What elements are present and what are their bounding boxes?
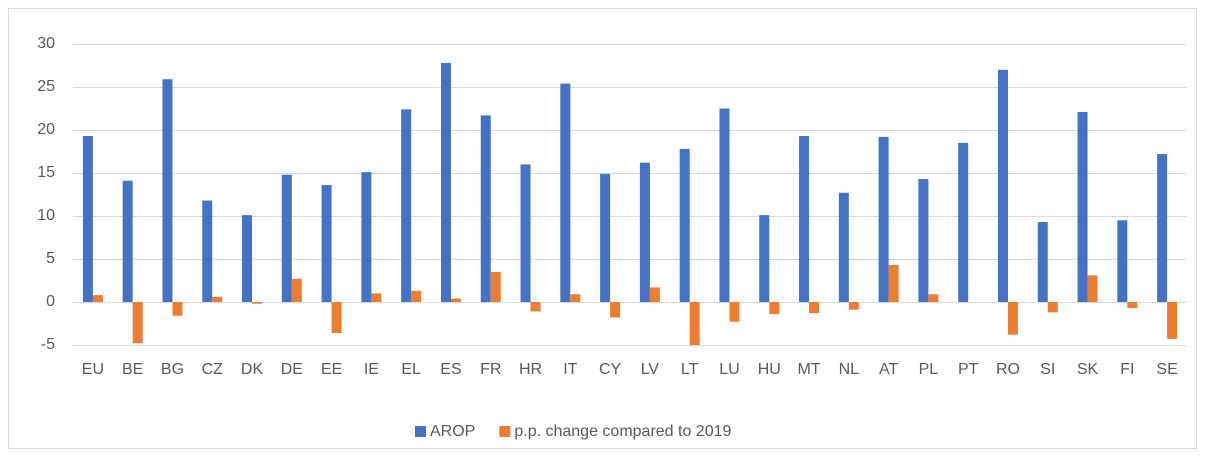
bar [838, 192, 849, 302]
x-tick-label: LU [719, 361, 739, 378]
legend-label: AROP [430, 423, 475, 440]
x-tick-label: DK [241, 361, 264, 378]
bar [401, 109, 412, 302]
bar [440, 62, 451, 302]
bar [520, 164, 531, 302]
bar [729, 302, 740, 322]
bar [1157, 154, 1168, 302]
x-tick-label: NL [839, 361, 860, 378]
bar [689, 302, 700, 345]
x-tick-label: SI [1040, 361, 1055, 378]
bar [480, 115, 491, 302]
x-tick-label: CZ [202, 361, 224, 378]
x-tick-label: RO [996, 361, 1020, 378]
bar [162, 79, 173, 302]
bar [639, 162, 650, 302]
x-tick-label: LV [641, 361, 660, 378]
bar [212, 296, 223, 302]
x-tick-label: FR [480, 361, 501, 378]
x-tick-label: SE [1156, 361, 1177, 378]
bar [331, 302, 342, 333]
bar [958, 142, 969, 302]
bar [291, 278, 302, 302]
bar [92, 295, 103, 302]
bar [411, 290, 422, 302]
bar [371, 293, 382, 302]
bar [202, 200, 213, 302]
bar [122, 180, 133, 302]
bar [1077, 111, 1088, 302]
y-tick-label: 5 [46, 250, 55, 267]
x-tick-label: EU [82, 361, 104, 378]
bar [888, 265, 899, 302]
bar [530, 302, 541, 312]
bar [918, 179, 929, 302]
bar [610, 302, 621, 318]
y-tick-label: 0 [46, 293, 55, 310]
bar [679, 148, 690, 302]
y-tick-label: 20 [37, 121, 55, 138]
bar [600, 173, 611, 302]
x-tick-label: LT [681, 361, 699, 378]
x-tick-label: EL [401, 361, 421, 378]
bar [132, 302, 143, 344]
x-tick-label: EE [321, 361, 342, 378]
x-tick-label: IT [563, 361, 577, 378]
x-tick-label: IE [364, 361, 379, 378]
x-tick-label: DE [281, 361, 303, 378]
x-tick-label: CY [599, 361, 622, 378]
bar [769, 302, 780, 315]
x-tick-label: MT [797, 361, 820, 378]
bar [321, 185, 332, 302]
bar [252, 302, 263, 304]
legend-label: p.p. change compared to 2019 [514, 423, 731, 440]
x-tick-label: BG [161, 361, 184, 378]
x-tick-label: SK [1077, 361, 1099, 378]
bar [799, 136, 810, 302]
bar [242, 215, 253, 302]
bar [1047, 302, 1058, 313]
bar [361, 172, 372, 302]
bar [172, 302, 183, 316]
x-tick-label: PL [919, 361, 939, 378]
y-tick-label: 25 [37, 78, 55, 95]
bar [560, 83, 571, 302]
bar [848, 302, 859, 310]
bar [1167, 302, 1178, 339]
bar [82, 136, 93, 302]
bar [997, 69, 1008, 302]
x-tick-label: BE [122, 361, 143, 378]
bar [450, 298, 461, 302]
y-tick-label: 10 [37, 207, 55, 224]
legend-swatch [415, 426, 426, 437]
bar [1087, 275, 1098, 302]
x-tick-label: PT [958, 361, 979, 378]
bar [1117, 220, 1128, 302]
bar [878, 136, 889, 302]
x-tick-label: HU [758, 361, 781, 378]
x-tick-label: AT [879, 361, 898, 378]
y-tick-label: 15 [37, 164, 55, 181]
y-tick-label: -5 [41, 336, 55, 353]
x-tick-label: FI [1120, 361, 1134, 378]
legend-swatch [499, 426, 511, 437]
bar [809, 302, 820, 314]
x-tick-label: ES [440, 361, 461, 378]
x-tick-label: HR [519, 361, 542, 378]
bar [928, 294, 939, 302]
bar [649, 287, 660, 302]
bar [759, 215, 770, 302]
bar [719, 108, 730, 302]
bar [1007, 302, 1018, 335]
bar [490, 271, 501, 302]
bar [281, 174, 292, 302]
y-tick-label: 30 [37, 35, 55, 52]
bar [570, 294, 581, 302]
bar [1037, 222, 1048, 302]
bar [1127, 302, 1138, 309]
